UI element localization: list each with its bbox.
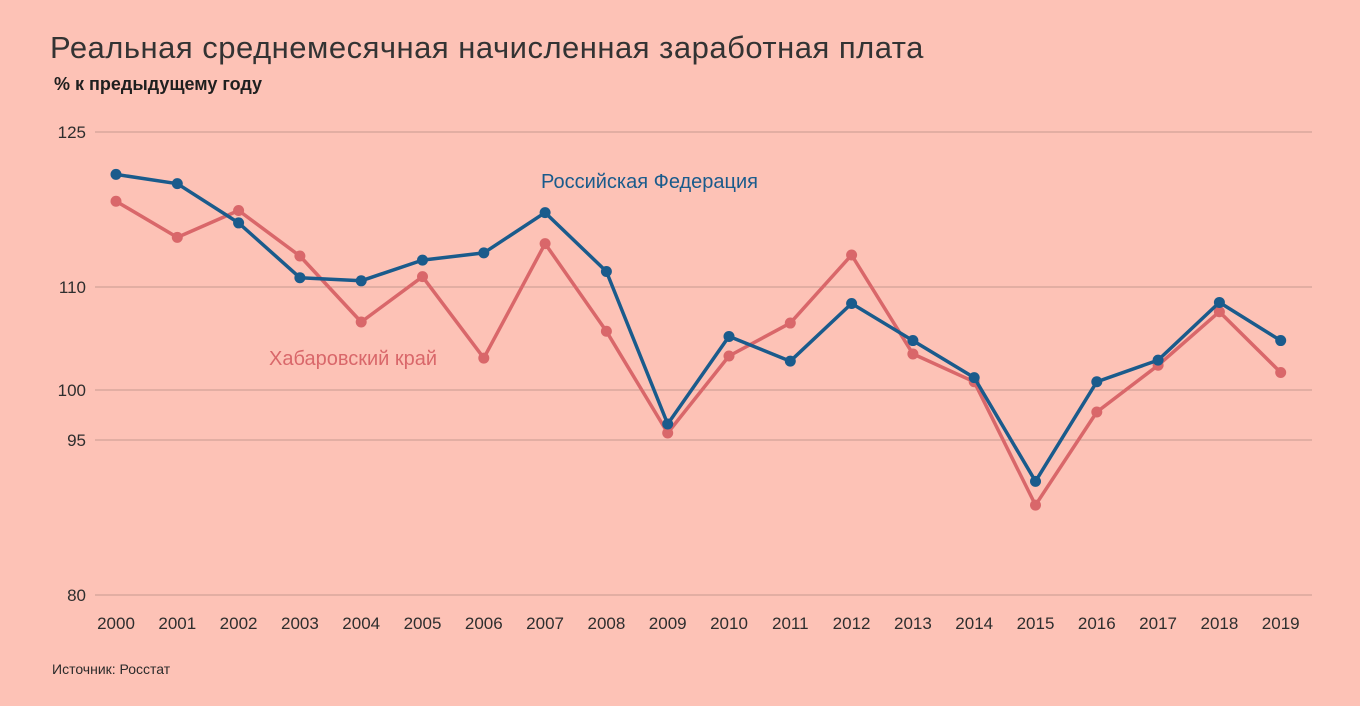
series-line <box>114 199 1283 507</box>
data-point <box>110 168 122 180</box>
data-point <box>968 372 980 384</box>
data-point <box>907 348 919 360</box>
series-label-russian-federation: Российская Федерация <box>541 171 758 193</box>
source-note: Источник: Росстат <box>52 661 171 677</box>
data-point <box>355 275 367 287</box>
series-khabarovsk <box>110 195 1287 511</box>
x-tick-label: 2016 <box>1078 614 1116 633</box>
data-point <box>846 297 858 309</box>
data-point <box>539 238 551 250</box>
y-tick-label: 100 <box>58 381 86 400</box>
data-point <box>1030 475 1041 487</box>
data-point <box>1030 499 1041 511</box>
x-tick-label: 2011 <box>772 614 809 633</box>
x-tick-label: 2006 <box>465 614 503 633</box>
series-line <box>114 172 1283 484</box>
x-tick-label: 2014 <box>955 614 993 633</box>
data-point <box>478 352 490 364</box>
data-point <box>171 231 183 243</box>
grid-lines <box>95 131 1312 596</box>
x-tick-label: 2007 <box>526 614 564 633</box>
data-point <box>662 427 674 439</box>
data-point <box>171 178 183 190</box>
data-point <box>784 317 796 329</box>
chart-subtitle: % к предыдущему году <box>54 74 263 94</box>
data-point <box>1091 406 1103 418</box>
data-point <box>294 250 306 262</box>
data-point <box>1152 354 1164 366</box>
data-point <box>539 207 551 219</box>
data-point <box>1275 335 1287 347</box>
x-tick-label: 2005 <box>404 614 442 633</box>
y-tick-label: 80 <box>67 586 86 605</box>
x-tick-label: 2008 <box>587 614 625 633</box>
x-tick-label: 2013 <box>894 614 932 633</box>
y-tick-label: 125 <box>58 123 86 142</box>
x-tick-label: 2019 <box>1262 614 1300 633</box>
data-point <box>417 254 428 266</box>
x-tick-label: 2010 <box>710 614 748 633</box>
data-point <box>1275 366 1287 378</box>
data-point <box>478 247 490 259</box>
data-point <box>1091 376 1103 388</box>
x-tick-label: 2000 <box>97 614 135 633</box>
x-tick-label: 2002 <box>220 614 258 633</box>
x-tick-label: 2003 <box>281 614 319 633</box>
data-point <box>1213 296 1225 308</box>
data-point <box>1213 306 1225 318</box>
data-point <box>723 350 735 362</box>
data-point <box>355 316 367 328</box>
data-point <box>662 418 674 430</box>
data-point <box>294 272 306 284</box>
data-point <box>110 195 122 207</box>
x-tick-label: 2004 <box>342 614 380 633</box>
series-russian-federation <box>110 168 1287 487</box>
series-group <box>110 168 1287 511</box>
data-point <box>846 249 858 261</box>
series-label-khabarovsk: Хабаровский край <box>269 348 437 370</box>
data-point <box>233 217 245 229</box>
y-tick-label: 95 <box>67 431 86 450</box>
x-axis-ticks: 2000 2001 2002 2003 2004 2005 2006 2007 2008 2009… <box>97 614 1300 633</box>
x-tick-label: 2018 <box>1200 614 1238 633</box>
y-axis-ticks: 80 95 100 110 125 <box>58 123 86 605</box>
data-point <box>417 271 428 283</box>
data-point <box>233 205 245 217</box>
x-tick-label: 2017 <box>1139 614 1177 633</box>
data-point <box>723 330 735 342</box>
x-tick-label: 2009 <box>649 614 687 633</box>
data-point <box>784 355 796 367</box>
y-tick-label: 110 <box>59 278 86 297</box>
data-point <box>600 266 612 277</box>
data-point <box>600 325 612 337</box>
x-tick-label: 2012 <box>833 614 871 633</box>
x-tick-label: 2015 <box>1017 614 1055 633</box>
chart-title: Реальная среднемесячная начисленная зара… <box>50 30 924 65</box>
x-tick-label: 2001 <box>158 614 196 633</box>
data-point <box>907 335 919 347</box>
